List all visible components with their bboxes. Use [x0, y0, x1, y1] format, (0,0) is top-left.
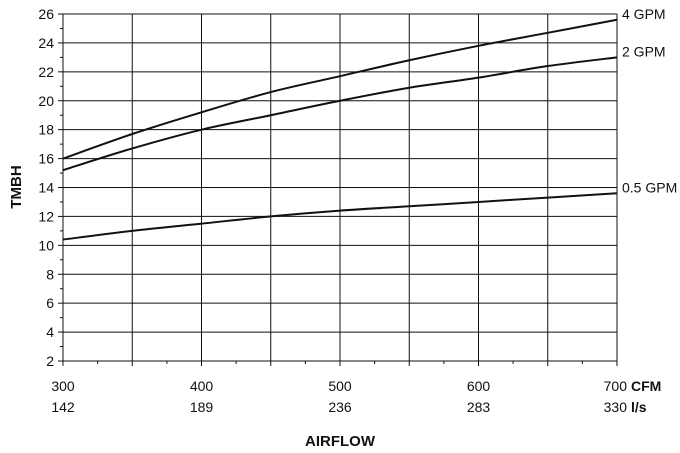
y-tick-label: 26: [38, 6, 54, 22]
y-tick-label: 8: [46, 266, 54, 282]
series-label: 4 GPM: [622, 6, 666, 22]
y-tick-label: 10: [38, 237, 54, 253]
series-curves: [62, 18, 618, 241]
y-axis-title: TMBH: [8, 165, 25, 208]
x-axis-title: AIRFLOW: [305, 433, 376, 450]
series-labels: 4 GPM 2 GPM 0.5 GPM: [622, 6, 677, 196]
grid: [62, 13, 618, 362]
x-tick-label-ls: 189: [190, 399, 214, 415]
series-label: 0.5 GPM: [622, 179, 677, 195]
tick-marks: [58, 13, 618, 366]
y-tick-label: 22: [38, 64, 54, 80]
x-tick-label-cfm: 300: [51, 378, 75, 394]
x-tick-label-ls: 142: [51, 399, 75, 415]
x-tick-label-cfm: 600: [467, 378, 491, 394]
y-tick-label: 18: [38, 122, 54, 138]
x-tick-label-ls: 330: [604, 399, 628, 415]
x-tick-label-ls: 236: [328, 399, 352, 415]
x-unit-ls: l/s: [631, 399, 647, 415]
tick-labels: 2468101214161820222426300142400189500236…: [38, 6, 661, 415]
y-tick-label: 14: [38, 180, 54, 196]
x-unit-cfm: CFM: [631, 378, 661, 394]
y-tick-label: 6: [46, 295, 54, 311]
series-line: [62, 192, 618, 241]
y-tick-label: 4: [46, 324, 54, 340]
y-tick-label: 24: [38, 35, 54, 51]
series-label: 2 GPM: [622, 43, 666, 59]
x-tick-label-ls: 283: [467, 399, 491, 415]
y-tick-label: 2: [46, 353, 54, 369]
x-tick-label-cfm: 700: [604, 378, 628, 394]
x-tick-label-cfm: 500: [328, 378, 352, 394]
y-tick-label: 20: [38, 93, 54, 109]
y-tick-label: 12: [38, 208, 54, 224]
series-line: [62, 56, 618, 172]
y-tick-label: 16: [38, 151, 54, 167]
series-line: [62, 18, 618, 160]
x-tick-label-cfm: 400: [190, 378, 214, 394]
